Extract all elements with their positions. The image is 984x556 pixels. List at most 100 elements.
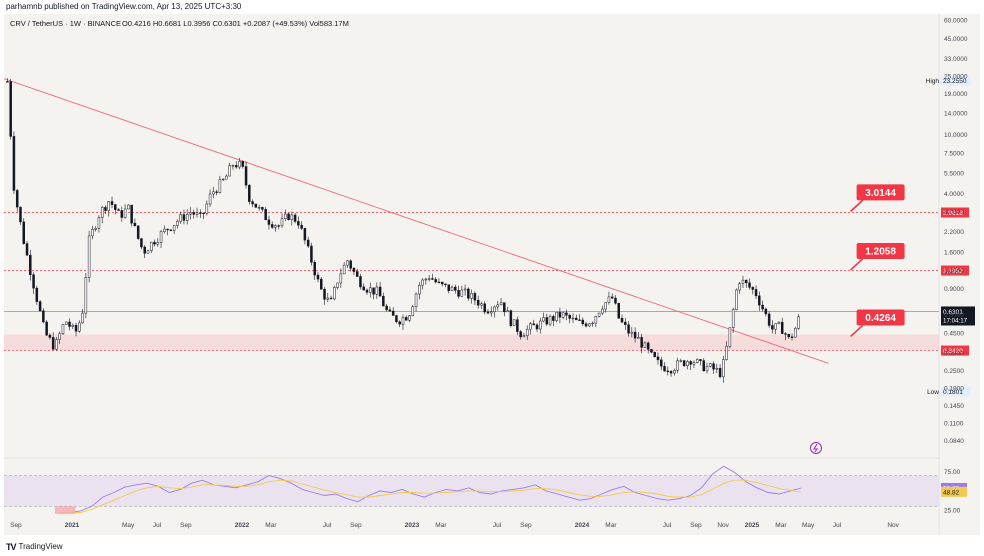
x-tick-label: Sep	[690, 522, 702, 529]
x-tick-label: Jul	[153, 522, 162, 529]
x-tick-label: Sep	[10, 522, 22, 529]
candle-body	[391, 310, 395, 316]
candle-body	[493, 306, 496, 313]
candle-body	[94, 228, 97, 230]
x-tick-label: Nov	[717, 522, 729, 529]
candle-body	[663, 365, 666, 372]
candle-body	[130, 204, 133, 224]
candle-body	[794, 328, 797, 338]
candle-body	[257, 207, 261, 209]
candle-body	[254, 203, 258, 208]
replay-icon[interactable]	[810, 442, 822, 454]
candle-body	[313, 262, 316, 276]
rsi-tick-label: 25.00	[944, 508, 961, 515]
candle-body	[630, 331, 634, 334]
candle-body	[179, 214, 182, 222]
candle-body	[58, 333, 61, 340]
candle-body	[624, 321, 627, 325]
candle-body	[561, 312, 565, 318]
candle-body	[780, 321, 784, 334]
price-callouts: 3.0144 1.2058 0.4264	[850, 184, 905, 338]
x-tick-label: Sep	[350, 522, 362, 529]
high-value: 23.2550	[943, 78, 967, 85]
candle-body	[264, 209, 267, 221]
candle-body	[463, 288, 467, 291]
y-tick-label: 60.0000	[944, 18, 968, 25]
candle-body	[182, 214, 186, 221]
x-tick-label: May	[802, 522, 815, 529]
candle-body	[114, 204, 117, 210]
candle-body	[650, 349, 653, 353]
rsi-value-label: 48.82	[943, 489, 960, 496]
candle-body	[748, 282, 751, 288]
candle-body	[503, 302, 506, 313]
candle-body	[205, 203, 209, 214]
candle-body	[709, 363, 712, 367]
x-tick-label: May	[122, 522, 135, 529]
candle-body	[270, 224, 274, 228]
candle-body	[176, 221, 179, 226]
level-axis-label: 1.1952	[943, 268, 963, 275]
candle-body	[274, 225, 277, 228]
candle-body	[617, 302, 620, 319]
candle-body	[346, 260, 349, 266]
candle-body	[6, 81, 9, 83]
candle-body	[692, 362, 696, 365]
callout-pointer	[850, 199, 864, 212]
candle-body	[267, 219, 271, 225]
candle-body	[38, 301, 42, 312]
candle-body	[300, 224, 303, 229]
candle-body	[261, 207, 264, 210]
y-tick-label: 45.0000	[944, 36, 968, 43]
candle-body	[208, 193, 212, 205]
level-axis-badge	[941, 265, 969, 276]
candle-body	[758, 295, 761, 306]
candle-body	[352, 268, 356, 272]
candle-body	[297, 221, 300, 226]
candle-body	[382, 295, 385, 307]
candle-body	[51, 337, 55, 350]
candle-body	[797, 316, 800, 329]
candle-body	[489, 311, 493, 314]
candle-body	[767, 313, 771, 326]
y-tick-label: 25.0000	[944, 74, 968, 81]
candle-body	[568, 314, 571, 319]
candle-body	[303, 228, 307, 241]
candle-body	[676, 360, 679, 371]
candles	[6, 78, 800, 383]
x-tick-label: Mar	[265, 522, 277, 529]
candle-body	[666, 370, 670, 373]
candle-body	[163, 228, 166, 233]
candle-body	[284, 213, 287, 219]
candle-body	[506, 310, 509, 313]
candle-body	[578, 319, 581, 321]
candle-body	[509, 310, 513, 326]
candle-body	[744, 279, 748, 284]
descending-trendline[interactable]	[3, 78, 829, 364]
chart-frame[interactable]: 2.9618 1.1952 0.3420 0.6301 17:04:17 High 23.2…	[3, 14, 980, 535]
candle-body	[725, 346, 728, 360]
tradingview-logo-icon: TV	[6, 542, 16, 552]
level-axis-label: 2.9618	[943, 210, 963, 217]
candle-body	[529, 323, 532, 330]
candle-body	[32, 274, 35, 289]
candle-body	[525, 328, 529, 337]
candle-body	[166, 228, 169, 231]
candle-body	[679, 360, 683, 362]
candle-body	[414, 293, 418, 307]
callout-pointer	[850, 258, 864, 271]
candle-body	[228, 165, 231, 177]
candle-body	[22, 221, 25, 244]
x-tick-label: Jul	[323, 522, 332, 529]
candle-body	[195, 212, 199, 215]
candle-body	[542, 317, 545, 322]
x-tick-label: 2022	[235, 522, 250, 529]
callout-label: 3.0144	[865, 188, 896, 199]
candle-body	[738, 283, 741, 291]
candle-body	[231, 165, 235, 167]
candle-body	[545, 317, 549, 325]
candle-body	[225, 175, 228, 180]
candle-body	[601, 308, 604, 314]
